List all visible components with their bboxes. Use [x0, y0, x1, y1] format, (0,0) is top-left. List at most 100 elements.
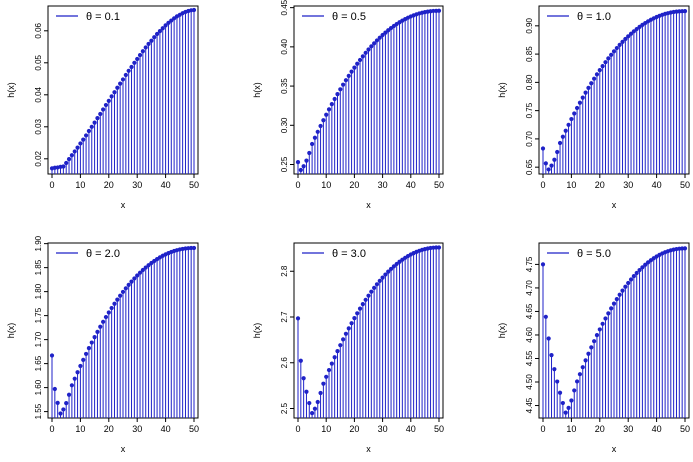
data-point	[540, 146, 546, 151]
data-point	[372, 41, 377, 46]
y-tick-label: 0.40	[280, 39, 289, 55]
x-tick-label: 20	[595, 424, 605, 434]
data-point	[626, 34, 631, 39]
data-point	[572, 111, 577, 116]
y-tick-label: 0.03	[34, 118, 43, 134]
x-tick-label: 40	[406, 180, 416, 190]
data-point	[146, 41, 151, 47]
legend: θ = 5.0	[547, 248, 611, 260]
data-point	[55, 400, 60, 405]
x-tick-label: 50	[680, 424, 690, 434]
y-tick-label: 1.85	[34, 259, 43, 275]
y-tick-label: 4.50	[525, 374, 534, 390]
x-tick-label: 10	[321, 180, 331, 190]
data-point	[380, 32, 385, 38]
legend-label: θ = 5.0	[577, 248, 611, 260]
data-point	[95, 329, 100, 334]
data-point	[614, 45, 619, 51]
data-point	[307, 400, 312, 406]
y-tick-label: 4.70	[525, 280, 534, 296]
x-tick-label: 0	[295, 424, 300, 434]
x-tick-label: 50	[189, 424, 199, 434]
data-point	[75, 370, 80, 375]
legend: θ = 3.0	[302, 248, 366, 260]
y-tick-label: 0.04	[34, 86, 43, 102]
y-tick-label: 0.70	[525, 131, 534, 147]
x-tick-label: 40	[161, 180, 171, 190]
data-point	[295, 316, 301, 321]
x-tick-label: 50	[680, 180, 690, 190]
data-point	[112, 90, 117, 95]
data-point	[132, 276, 137, 281]
data-point	[137, 270, 143, 275]
data-point	[83, 133, 89, 138]
data-point	[566, 122, 571, 127]
y-tick-label: 2.5	[280, 402, 289, 414]
data-point	[106, 98, 111, 103]
data-point	[560, 400, 565, 406]
data-point	[118, 81, 123, 86]
data-point	[61, 164, 66, 169]
data-point	[634, 26, 639, 32]
data-point	[135, 56, 140, 62]
data-point	[614, 297, 619, 302]
data-point	[552, 157, 557, 162]
data-point	[86, 128, 92, 134]
y-tick-label: 4.55	[525, 350, 534, 366]
y-axis-label: h(x)	[6, 82, 16, 98]
data-point	[611, 301, 617, 306]
y-tick-label: 0.65	[525, 159, 534, 175]
data-point	[597, 327, 602, 332]
data-point	[324, 112, 329, 117]
data-point	[620, 288, 625, 293]
y-tick-label: 2.6	[280, 357, 289, 369]
x-tick-label: 30	[378, 424, 388, 434]
data-point	[338, 343, 343, 348]
data-point	[631, 29, 636, 34]
data-point	[682, 246, 688, 251]
x-tick-label: 50	[189, 180, 199, 190]
legend-label: θ = 2.0	[86, 248, 120, 260]
data-point	[369, 44, 374, 49]
y-tick-label: 0.90	[525, 17, 534, 33]
data-point	[115, 297, 120, 302]
data-point	[380, 275, 385, 280]
data-point	[66, 392, 72, 397]
data-point	[163, 23, 168, 28]
data-point	[120, 77, 126, 82]
data-point	[95, 116, 100, 121]
data-point	[98, 111, 103, 117]
data-point	[307, 150, 312, 156]
x-tick-label: 0	[540, 180, 545, 190]
y-tick-label: 0.02	[34, 150, 43, 166]
data-point	[600, 63, 605, 69]
data-point	[366, 293, 371, 298]
data-point	[75, 145, 80, 150]
data-point	[586, 351, 591, 356]
data-point	[298, 167, 303, 173]
data-point	[135, 273, 140, 278]
x-tick-label: 0	[49, 424, 54, 434]
data-point	[301, 164, 306, 169]
data-point	[352, 65, 357, 70]
data-point	[326, 107, 332, 112]
data-point	[623, 284, 628, 289]
data-point	[563, 410, 568, 415]
data-point	[132, 60, 137, 65]
data-point	[49, 353, 55, 358]
data-point	[603, 60, 608, 65]
data-point	[557, 390, 563, 395]
x-axis-label: x	[612, 444, 617, 454]
data-point	[369, 289, 374, 294]
x-tick-label: 30	[378, 180, 388, 190]
data-point	[355, 61, 360, 66]
y-tick-label: 0.06	[34, 22, 43, 38]
x-tick-label: 20	[349, 424, 359, 434]
data-point	[315, 129, 320, 134]
data-point	[166, 20, 171, 25]
data-point	[343, 78, 349, 83]
data-point	[349, 69, 354, 74]
data-point	[634, 270, 639, 276]
data-point	[81, 357, 86, 362]
data-point	[310, 141, 315, 147]
